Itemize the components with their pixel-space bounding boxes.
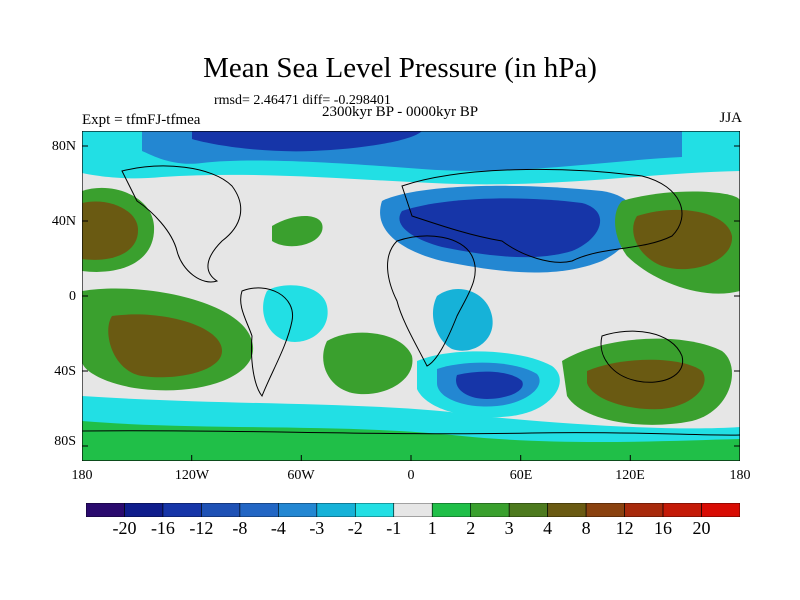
contour-antarctic-high xyxy=(82,421,740,461)
colorbar-label: 20 xyxy=(692,518,711,538)
colorbar-swatch xyxy=(201,503,241,517)
colorbar-swatch xyxy=(393,503,433,517)
period-label: 2300kyr BP - 0000kyr BP xyxy=(321,104,479,120)
colorbar-swatch xyxy=(431,503,472,517)
lon-label-180e: 180 xyxy=(729,468,751,483)
lat-label-40n: 40N xyxy=(51,214,76,229)
season-label: JJA xyxy=(719,110,742,126)
lon-label-120w: 120W xyxy=(174,468,210,483)
coast-antarctica xyxy=(82,430,740,436)
colorbar-label: -1 xyxy=(386,518,402,538)
lon-label-60e: 60E xyxy=(509,468,533,483)
coast-africa xyxy=(387,235,476,367)
colorbar-label: -20 xyxy=(112,518,137,538)
colorbar-swatch xyxy=(86,503,125,517)
lon-label-180w: 180 xyxy=(71,468,93,483)
colorbar-label: 12 xyxy=(615,518,634,538)
contour-north-deep xyxy=(192,131,422,152)
lon-label-60w: 60W xyxy=(287,468,315,483)
colorbar-swatch xyxy=(585,503,625,517)
colorbar-label: -12 xyxy=(189,518,214,538)
pressure-map xyxy=(82,131,740,461)
colorbar-swatch xyxy=(470,503,510,517)
colorbar-swatch xyxy=(624,503,664,517)
coast-north-america xyxy=(121,165,242,283)
lon-label-0: 0 xyxy=(407,468,415,483)
colorbar-swatch xyxy=(278,503,318,517)
lat-label-80s: 80S xyxy=(54,434,76,449)
contour-ne-pacific-inner xyxy=(633,209,733,270)
colorbar-label: 2 xyxy=(466,518,476,538)
colorbar-swatch xyxy=(354,503,395,517)
colorbar-label: 8 xyxy=(581,518,591,538)
contour-tropical-atlantic xyxy=(263,285,328,342)
contour-atlantic-high xyxy=(272,215,323,247)
colorbar-swatch xyxy=(124,503,164,517)
lat-label-80n: 80N xyxy=(51,139,76,154)
colorbar-label: 4 xyxy=(543,518,553,538)
contour-indian-low-inner xyxy=(456,371,523,399)
lat-label-0: 0 xyxy=(69,289,76,304)
contour-south-atlantic-high xyxy=(323,332,413,395)
coast-australia xyxy=(600,330,684,383)
colorbar-swatch xyxy=(662,503,702,517)
colorbar-label: -4 xyxy=(270,518,286,538)
coast-eurasia xyxy=(401,168,683,263)
contour-nw-pacific-inner xyxy=(82,201,139,260)
colorbar-label: -3 xyxy=(309,518,325,538)
stats-readout: rmsd= 2.46471 diff= -0.298401 xyxy=(214,93,391,108)
colorbar-label: 3 xyxy=(504,518,514,538)
contour-africa-low xyxy=(432,288,493,351)
colorbar-label: -16 xyxy=(150,518,175,538)
colorbar-swatch xyxy=(316,503,356,517)
colorbar-label: -2 xyxy=(347,518,363,538)
tick-marks xyxy=(82,145,740,461)
coast-south-america xyxy=(240,287,293,397)
colorbar-swatch xyxy=(162,503,202,517)
colorbar-label: -8 xyxy=(232,518,248,538)
colorbar-swatch xyxy=(547,503,587,517)
colorbar-swatch xyxy=(239,503,279,517)
lon-label-120e: 120E xyxy=(615,468,645,483)
contour-south-pacific-inner xyxy=(108,314,222,378)
colorbar-swatch xyxy=(508,503,548,517)
chart-title: Mean Sea Level Pressure (in hPa) xyxy=(203,52,597,84)
lat-label-40s: 40S xyxy=(54,364,76,379)
colorbar xyxy=(86,503,740,517)
colorbar-label: 16 xyxy=(654,518,673,538)
colorbar-swatch xyxy=(701,503,740,517)
experiment-label: Expt = tfmFJ-tfmea xyxy=(82,112,201,128)
colorbar-label: 1 xyxy=(427,518,437,538)
contour-asia-inner xyxy=(399,198,601,258)
